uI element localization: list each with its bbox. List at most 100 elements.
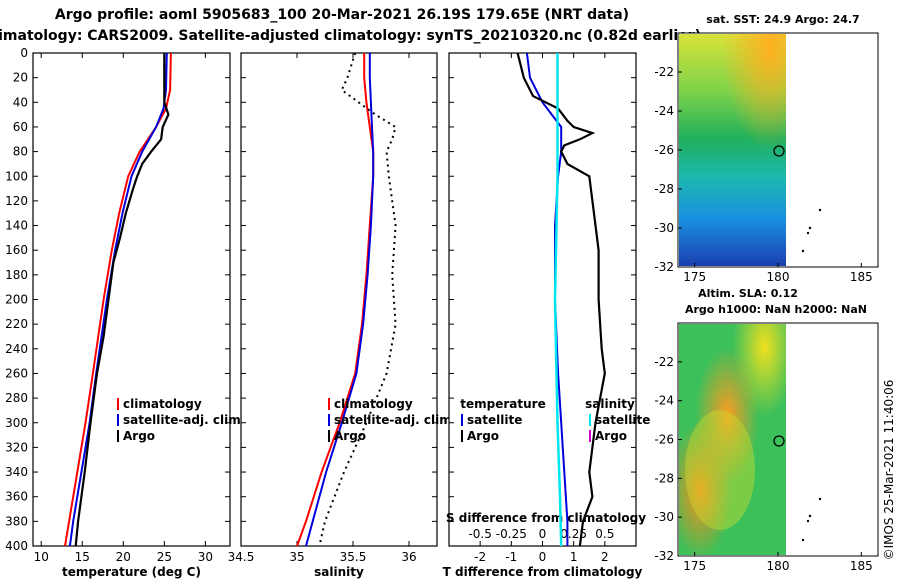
y-tick-label: 140 [5,219,28,233]
map-x-tick-label: 180 [767,270,790,284]
y-tick-label: 220 [5,317,28,331]
sla-map-axes: 175 180 185 -22 -24 -26 -28 -30 -32 [654,355,872,573]
sdiff-satellite-line [553,53,563,547]
y-tick-label: 0 [20,46,28,60]
map-y-tick-label: -22 [654,355,674,369]
sla-map-subtitle: Argo h1000: NaN h2000: NaN [685,303,867,316]
sla-yellow-band [685,410,755,530]
map-y-tick-label: -26 [654,143,674,157]
y-tick-label: 20 [13,71,28,85]
x-tick-label: 10 [34,550,49,564]
sst-map-title: sat. SST: 24.9 Argo: 24.7 [706,13,859,26]
map-x-tick-label: 175 [683,559,706,573]
s-tick-label: 0.5 [595,527,614,541]
legend-label: satellite-adj. clim. [334,413,456,427]
temp-argo-line [74,53,170,547]
y-tick-label: 300 [5,416,28,430]
y-tick-label: 360 [5,490,28,504]
sla-map: 175 180 185 -22 -24 -26 -28 -30 -32 [654,322,879,573]
y-tick-label: 160 [5,243,28,257]
map-y-tick-label: -24 [654,104,674,118]
x-tick-label: -1 [505,550,517,564]
sst-island-dot [818,208,822,212]
y-tick-label: 280 [5,391,28,405]
x-axis-label: T difference from climatology [443,565,643,579]
y-tick-label: 80 [13,145,28,159]
sla-argo-marker [773,435,785,447]
s-tick-label: -0.5 [468,527,491,541]
x-tick-label: 0 [539,550,547,564]
legend-label: Argo [467,429,499,443]
temp-climatology-line [64,52,172,547]
map-y-tick-label: -22 [654,65,674,79]
y-tick-label: 120 [5,194,28,208]
x-tick-label: 34.5 [228,550,255,564]
y-tick-label: 200 [5,293,28,307]
y-tick-label: 260 [5,366,28,380]
legend-title-salinity: salinity [585,397,635,411]
temp-satellite-line [68,52,168,547]
legend-label: satellite-adj. clim. [123,413,245,427]
map-y-tick-label: -32 [654,260,674,274]
x-tick-label: -2 [474,550,486,564]
y-tick-label: 180 [5,268,28,282]
x-tick-label: 35.5 [340,550,367,564]
plot-frame [448,52,637,547]
map-y-tick-label: -28 [654,471,674,485]
y-tick-label: 240 [5,342,28,356]
sal-satellite-line [305,53,375,547]
y-tick-label: 340 [5,465,28,479]
map-y-tick-label: -28 [654,182,674,196]
y-tick-label: 380 [5,514,28,528]
map-y-tick-label: -26 [654,433,674,447]
difference-panel: -2 -1 0 1 2T difference from climatology S di… [443,52,650,579]
legend-label: Argo [334,429,366,443]
sla-map-title: Altim. SLA: 0.12 [698,287,798,300]
legend-label: satellite [467,413,522,427]
s-tick-label: -0.25 [496,527,527,541]
y-tick-label: 60 [13,120,28,134]
map-y-tick-label: -24 [654,394,674,408]
temperature-panel: 10 15 20 25 30020406080100120140160180200220… [5,46,245,579]
sst-island-dot [808,226,812,230]
x-tick-label: 30 [198,550,213,564]
sla-orange-patch [679,324,786,555]
map-x-tick-label: 175 [683,270,706,284]
x-tick-label: 1 [570,550,578,564]
x-tick-label: 2 [601,550,609,564]
legend-label: satellite [595,413,650,427]
sst-island-dot [806,231,810,235]
sla-island-dot [801,538,805,542]
x-tick-label: 35 [289,550,304,564]
map-y-tick-label: -30 [654,510,674,524]
s-tick-label: 0 [539,527,547,541]
title-line2: Climatology: CARS2009. Satellite-adjuste… [0,28,701,44]
legend-label: climatology [123,397,202,411]
x-axis-label: temperature (deg C) [62,565,201,579]
sla-island-dot [818,497,822,501]
sst-map-axes: 175 180 185 -22 -24 -26 -28 -30 -32 [654,65,872,284]
legend-label: Argo [595,429,627,443]
y-tick-label: 400 [5,539,28,553]
tdiff-argo-line [516,52,606,547]
legend-label: climatology [334,397,413,411]
title-line1: Argo profile: aoml 5905683_100 20-Mar-20… [55,7,629,23]
plot-frame [32,52,231,547]
x-tick-label: 36 [401,550,416,564]
map-x-tick-label: 185 [850,270,873,284]
sst-warm-patch [679,34,786,266]
map-y-tick-label: -32 [654,549,674,563]
sla-island-dot [808,514,812,518]
map-x-tick-label: 180 [767,559,790,573]
s-axis-label: S difference from climatology [446,511,646,525]
sst-argo-marker [773,145,785,157]
y-tick-label: 40 [13,95,28,109]
footer-stamp: ©IMOS 25-Mar-2021 11:40:06 [882,380,896,561]
sst-map: 175 180 185 -22 -24 -26 -28 -30 -32 [654,32,879,284]
sla-island-dot [806,519,810,523]
x-tick-label: 15 [75,550,90,564]
x-tick-label: 25 [157,550,172,564]
sal-climatology-line [296,53,375,547]
y-tick-label: 100 [5,169,28,183]
